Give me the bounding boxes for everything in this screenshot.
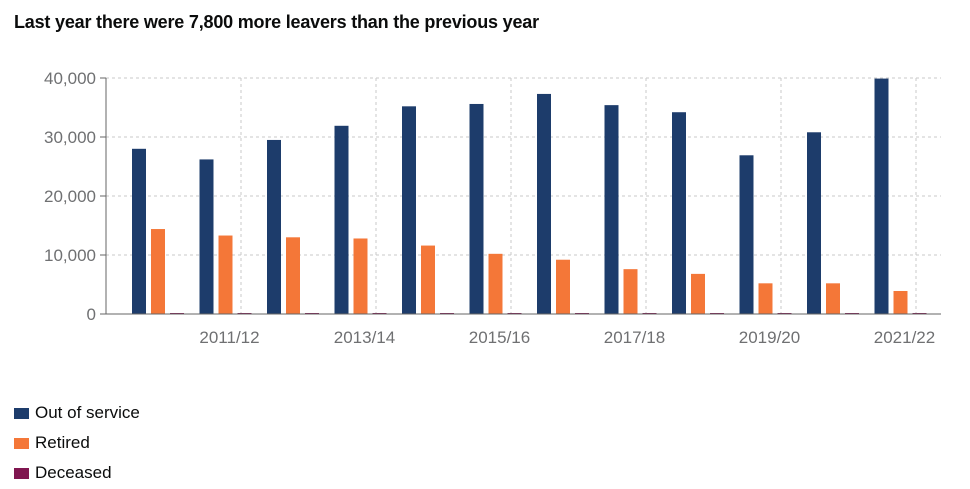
bar-out-of-service bbox=[267, 139, 281, 314]
bar-out-of-service bbox=[807, 132, 821, 314]
x-tick-label: 2015/16 bbox=[469, 328, 530, 347]
bar-retired bbox=[826, 283, 840, 314]
legend-item-retired: Retired bbox=[14, 428, 140, 458]
chart-title: Last year there were 7,800 more leavers … bbox=[14, 12, 539, 32]
legend-swatch-retired bbox=[14, 437, 29, 449]
x-tick-label: 2021/22 bbox=[874, 328, 935, 347]
bar-out-of-service bbox=[604, 105, 619, 314]
bar-retired bbox=[151, 229, 165, 314]
bar-out-of-service bbox=[199, 159, 214, 314]
bar-retired bbox=[623, 269, 638, 314]
bar-retired bbox=[691, 273, 705, 314]
legend-label-out-of-service: Out of service bbox=[35, 403, 140, 422]
legend: Out of service Retired Deceased bbox=[14, 398, 140, 488]
bar-out-of-service bbox=[874, 78, 889, 314]
bar-out-of-service bbox=[739, 155, 754, 314]
bar-out-of-service bbox=[469, 103, 484, 315]
y-tick-label: 0 bbox=[87, 305, 96, 324]
x-tick-label: 2013/14 bbox=[334, 328, 395, 347]
bar-retired bbox=[893, 290, 908, 314]
bar-retired bbox=[286, 237, 300, 314]
y-tick-label: 10,000 bbox=[44, 246, 96, 265]
legend-swatch-deceased bbox=[14, 467, 29, 479]
tick-labels: 0 10,000 20,000 30,000 40,000 2011/12 2013/14 2… bbox=[44, 69, 935, 347]
bar-retired bbox=[758, 283, 773, 314]
legend-swatch-out-of-service bbox=[14, 407, 29, 419]
axes bbox=[100, 77, 941, 315]
legend-item-out-of-service: Out of service bbox=[14, 398, 140, 428]
bar-chart: 0 10,000 20,000 30,000 40,000 2011/12 2013/14 2… bbox=[44, 69, 941, 347]
x-tick-label: 2019/20 bbox=[739, 328, 800, 347]
y-tick-label: 20,000 bbox=[44, 187, 96, 206]
legend-label-retired: Retired bbox=[35, 433, 90, 452]
bar-retired bbox=[421, 245, 435, 314]
legend-label-deceased: Deceased bbox=[35, 463, 112, 482]
bar-retired bbox=[353, 238, 368, 314]
bars bbox=[132, 78, 927, 315]
bar-retired bbox=[218, 235, 233, 314]
y-tick-label: 30,000 bbox=[44, 128, 96, 147]
bar-out-of-service bbox=[537, 93, 551, 315]
x-tick-label: 2017/18 bbox=[604, 328, 665, 347]
bar-out-of-service bbox=[334, 125, 349, 314]
legend-item-deceased: Deceased bbox=[14, 458, 140, 488]
bar-out-of-service bbox=[402, 106, 416, 314]
bar-out-of-service bbox=[132, 148, 146, 314]
grid-lines bbox=[106, 77, 941, 314]
bar-out-of-service bbox=[672, 112, 686, 314]
x-tick-label: 2011/12 bbox=[199, 328, 259, 347]
bar-retired bbox=[488, 253, 503, 314]
bar-retired bbox=[556, 259, 570, 314]
y-tick-label: 40,000 bbox=[44, 69, 96, 88]
